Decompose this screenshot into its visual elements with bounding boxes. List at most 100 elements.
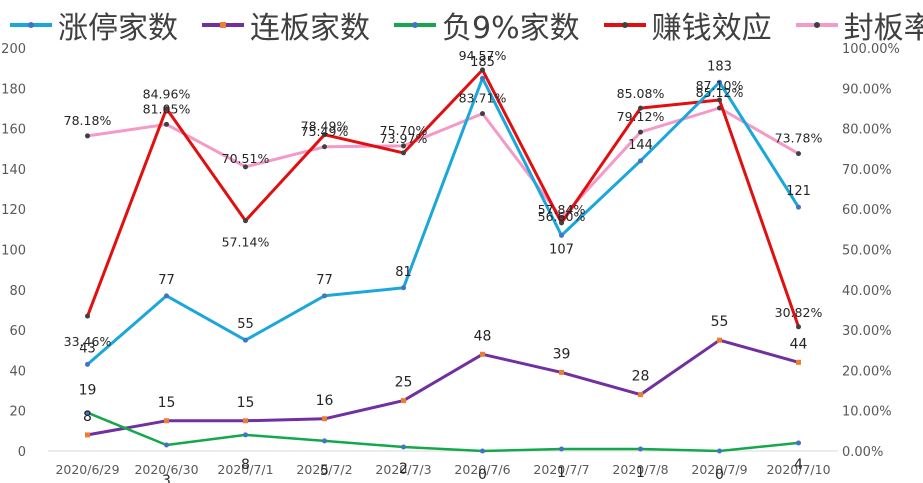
data-label: 15 [237, 395, 255, 411]
data-label: 85.12% [696, 85, 744, 100]
chart-legend: 涨停家数 连板家数 负9%家数 赚钱效应 封板率 [8, 2, 923, 48]
legend-swatch [795, 22, 838, 28]
legend-item: 负9%家数 [392, 3, 580, 47]
data-point [164, 293, 169, 299]
legend-label: 赚钱效应 [651, 11, 772, 46]
data-point [401, 444, 406, 450]
y-tick-label: 60 [9, 324, 26, 339]
data-point [322, 144, 327, 150]
y2-tick-label: 0.00% [842, 445, 883, 460]
data-label: 144 [628, 138, 653, 153]
data-point [401, 150, 406, 156]
data-point [85, 410, 90, 416]
data-point [85, 361, 90, 367]
data-point [559, 220, 564, 226]
data-point [243, 218, 248, 224]
legend-label: 涨停家数 [58, 11, 178, 46]
data-point [164, 418, 169, 424]
legend-label: 封板率 [843, 11, 923, 46]
legend-item: 封板率 [794, 3, 923, 47]
data-point [638, 129, 643, 135]
data-point [480, 351, 485, 357]
data-label: 107 [549, 242, 574, 257]
data-label: 81.05% [143, 101, 191, 116]
data-label: 55 [711, 314, 729, 330]
data-label: 79.12% [617, 109, 665, 124]
legend-swatch [10, 22, 52, 28]
data-label: 78.18% [64, 113, 112, 128]
data-point [638, 158, 643, 164]
data-point [796, 151, 801, 157]
data-point [401, 285, 406, 291]
data-label: 44 [790, 336, 808, 352]
data-label: 28 [632, 369, 650, 385]
x-tick-label: 2020/6/30 [134, 462, 198, 477]
data-label: 94.57% [459, 48, 507, 63]
data-point [717, 79, 722, 85]
data-point [243, 337, 248, 343]
data-point [559, 446, 564, 452]
x-tick-label: 2020/7/7 [533, 462, 589, 477]
data-point [243, 418, 248, 424]
legend-item: 赚钱效应 [602, 3, 772, 47]
y-tick-label: 0 [18, 445, 26, 460]
data-label: 1 [557, 465, 566, 481]
legend-swatch [603, 22, 646, 28]
data-label: 70.51% [222, 151, 270, 166]
data-label: 55 [237, 317, 254, 332]
data-label: 85.08% [617, 86, 665, 101]
y-tick-label: 160 [1, 123, 26, 138]
legend-swatch [394, 22, 436, 28]
series-line [86, 411, 800, 453]
data-label: 84.96% [143, 87, 191, 102]
y2-tick-label: 70.00% [842, 163, 892, 178]
data-label: 30.82% [775, 305, 823, 320]
data-label: 75.49% [301, 124, 349, 139]
data-point [480, 75, 485, 81]
data-point [322, 416, 327, 422]
data-label: 78.49% [301, 119, 349, 134]
x-tick-label: 2020/7/1 [217, 462, 273, 477]
data-point [559, 369, 564, 375]
data-point [796, 204, 801, 210]
legend-label: 连板家数 [250, 11, 370, 46]
legend-item: 连板家数 [200, 3, 370, 47]
data-label: 8 [83, 409, 92, 425]
data-label: 3 [162, 473, 171, 483]
data-label: 4 [794, 457, 803, 473]
data-point [480, 111, 485, 117]
data-point [638, 446, 643, 452]
x-tick-label: 2020/7/6 [454, 462, 510, 477]
data-label: 2 [399, 461, 408, 477]
data-point [243, 164, 248, 170]
data-label: 43 [79, 341, 96, 356]
data-label: 33.46% [64, 334, 112, 349]
x-tick-label: 2020/7/8 [612, 462, 668, 477]
data-label: 25 [395, 375, 413, 391]
data-label: 77 [158, 273, 175, 288]
y-tick-label: 100 [1, 244, 26, 259]
data-label: 39 [553, 346, 571, 362]
x-tick-label: 2020/6/29 [55, 462, 119, 477]
legend-swatch [202, 22, 244, 28]
data-label: 73.78% [775, 131, 823, 146]
legend-item: 涨停家数 [8, 3, 178, 47]
data-label: 19 [79, 383, 97, 399]
data-label: 81 [395, 265, 412, 280]
data-point [796, 324, 801, 330]
data-point [164, 106, 169, 112]
data-point [85, 432, 90, 438]
data-label: 185 [470, 55, 495, 70]
data-label: 73.97% [380, 131, 428, 146]
data-point [322, 293, 327, 299]
data-point [322, 132, 327, 138]
data-label: 0 [478, 467, 487, 483]
y-tick-label: 200 [1, 42, 26, 57]
data-label: 15 [158, 395, 176, 411]
y2-tick-label: 60.00% [842, 203, 892, 218]
data-point [164, 121, 169, 127]
data-label: 57.84% [538, 202, 586, 217]
y-tick-label: 180 [1, 82, 26, 97]
